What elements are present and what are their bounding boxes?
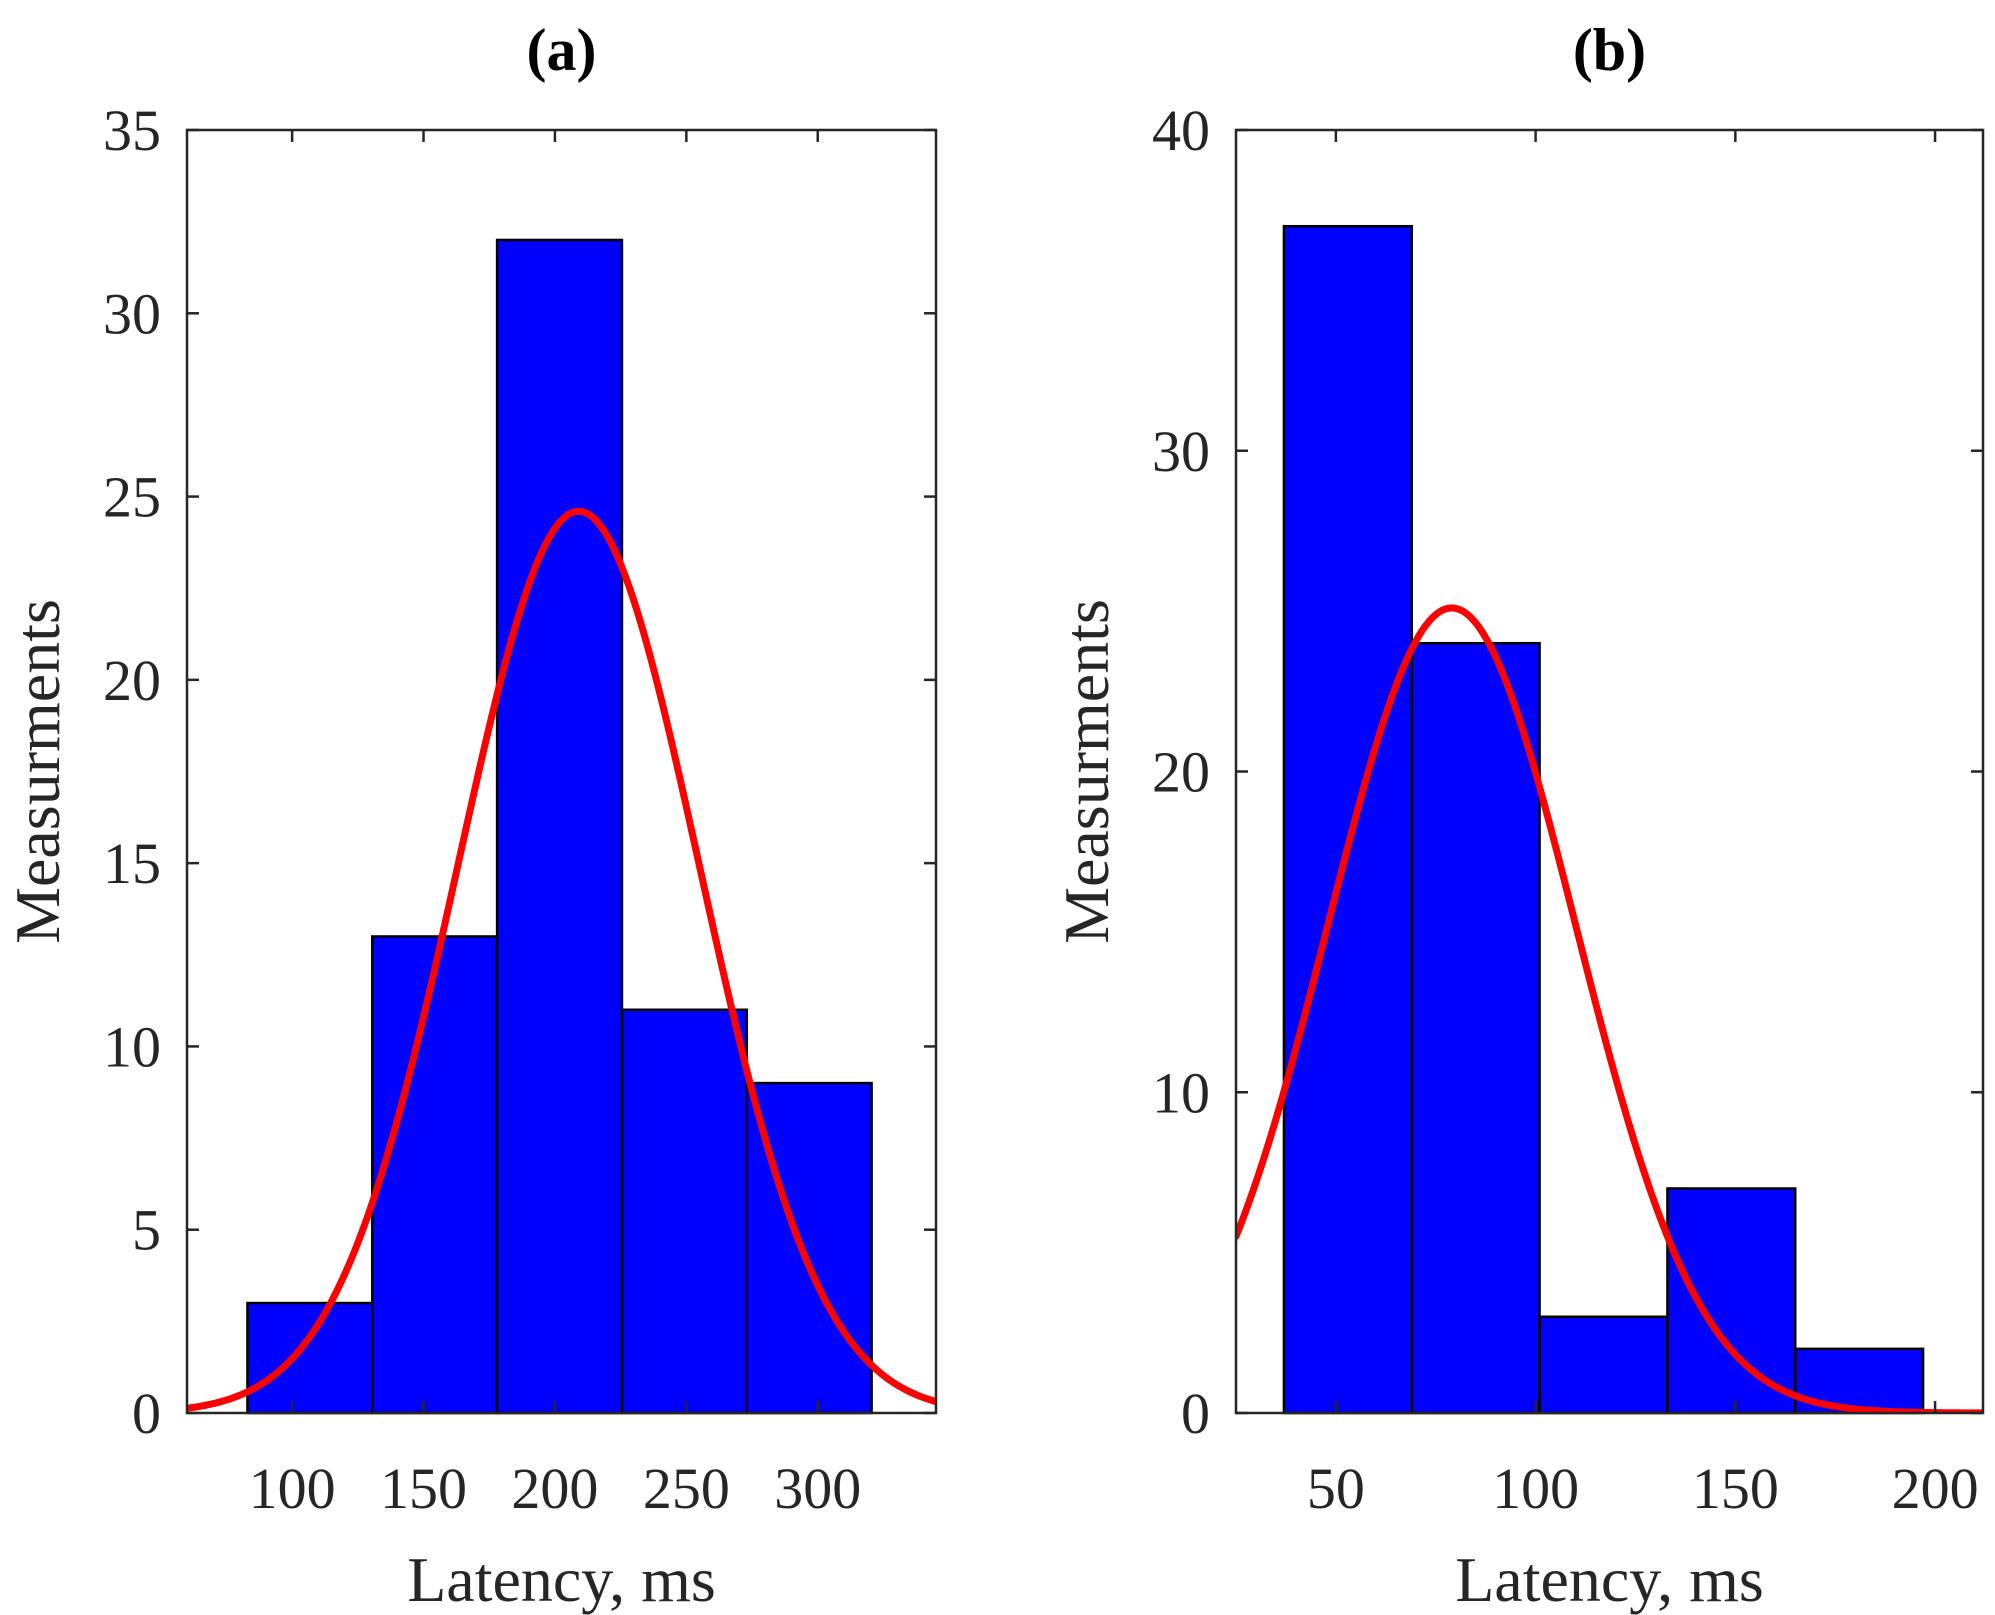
x-tick-label: 150 (380, 1456, 467, 1521)
x-tick-label: 200 (1892, 1456, 1979, 1521)
y-tick-label: 35 (103, 98, 161, 163)
y-tick-label: 10 (1152, 1060, 1210, 1125)
histogram-bar-1 (246, 1301, 374, 1415)
histogram-bar-4 (1666, 1187, 1797, 1415)
histogram-bar-2 (371, 935, 499, 1415)
histogram-bar-1 (1282, 224, 1414, 1415)
x-tick-label: 100 (1492, 1456, 1579, 1521)
y-tick-label: 25 (103, 465, 161, 530)
y-tick-label: 40 (1152, 98, 1210, 163)
axes-box (185, 128, 938, 1415)
y-tick-label: 15 (103, 831, 161, 896)
y-tick-label: 30 (103, 281, 161, 346)
chart-title: (a) (527, 17, 597, 83)
x-tick-label: 150 (1692, 1456, 1779, 1521)
normal-fit-curve (187, 507, 936, 1412)
y-tick-label: 20 (103, 648, 161, 713)
x-tick-label: 200 (511, 1456, 598, 1521)
histogram-panel-b: 0 10 20 30 40 50 100 150 200 Latency, ms Measurmen… (1051, 17, 1985, 1615)
y-tick-label: 30 (1152, 419, 1210, 484)
y-axis-label: Measurments (1051, 599, 1122, 944)
x-axis-label: Latency, ms (407, 1544, 716, 1615)
x-tick-label: 250 (643, 1456, 730, 1521)
y-tick-label: 10 (103, 1014, 161, 1079)
histogram-bar-3 (495, 238, 624, 1415)
x-tick-label: 100 (249, 1456, 336, 1521)
x-tick-label: 300 (774, 1456, 861, 1521)
x-axis-label: Latency, ms (1455, 1544, 1764, 1615)
histogram-bar-2 (1410, 641, 1541, 1415)
y-tick-label: 0 (1181, 1381, 1210, 1446)
chart-title: (b) (1573, 17, 1646, 83)
histogram-panel-a: 0 5 10 15 20 25 30 35 100 150 200 250 300 Latency, ms… (2, 17, 938, 1615)
x-tick-label: 50 (1307, 1456, 1365, 1521)
y-tick-label: 20 (1152, 740, 1210, 805)
y-tick-label: 5 (132, 1198, 161, 1263)
histogram-bar-3 (1538, 1315, 1669, 1415)
y-tick-label: 0 (132, 1381, 161, 1446)
histogram-bar-4 (620, 1008, 749, 1415)
normal-fit-curve (1236, 604, 1983, 1413)
y-axis-label: Measurments (2, 599, 73, 944)
